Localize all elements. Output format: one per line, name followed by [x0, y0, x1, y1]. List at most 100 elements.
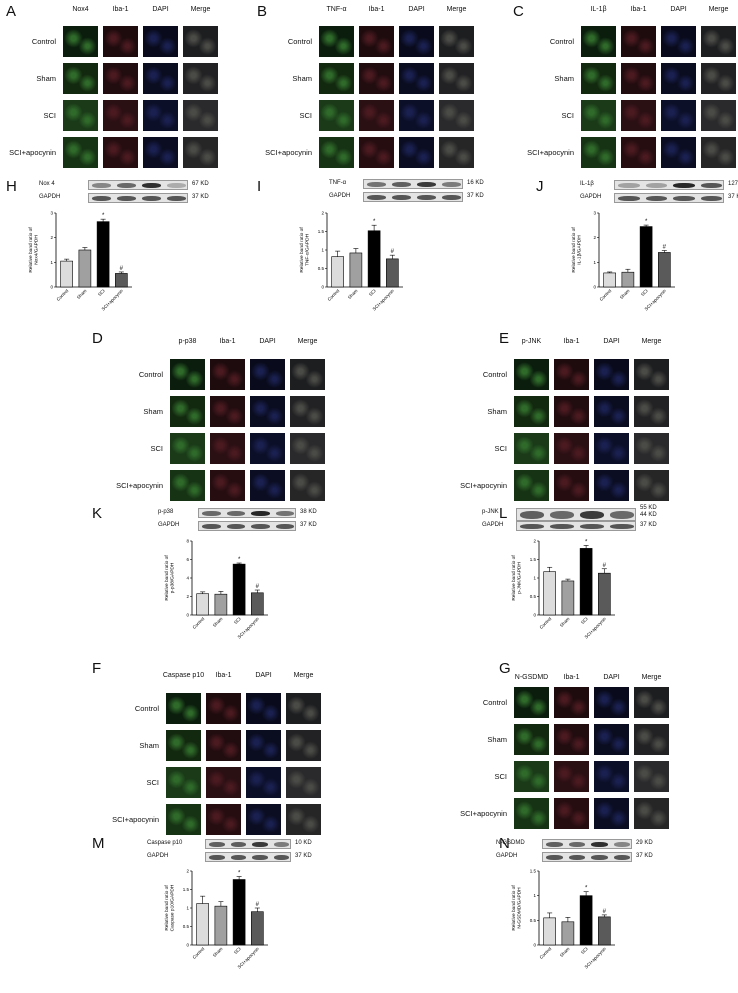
- blot-kd-H: 37 KD: [192, 194, 209, 200]
- micrograph-tile-G: [633, 760, 670, 793]
- x-tick-label: Sham: [347, 288, 359, 300]
- y-tick-label: 2: [186, 869, 189, 874]
- micrograph-tile-A: [142, 25, 179, 58]
- micrograph-tile-F: [165, 766, 202, 799]
- row-label-A: Control: [31, 37, 56, 46]
- significance-mark: *: [238, 557, 241, 563]
- blot-strip-J: [614, 180, 724, 190]
- micrograph-tile-F: [285, 766, 322, 799]
- y-tick-label: 0: [186, 943, 189, 948]
- micrograph-tile-E: [553, 358, 590, 391]
- blot-band: [546, 855, 563, 860]
- panel-letter-A: A: [6, 3, 17, 20]
- blot-kd-H: 67 KD: [192, 181, 209, 187]
- y-axis-label-line: Relative band ratio of: [511, 885, 517, 931]
- blot-strip-M: [205, 839, 291, 849]
- micrograph-tile-D: [169, 395, 206, 428]
- y-axis-label-line: Relative band ratio of: [299, 227, 305, 273]
- micrograph-tile-E: [513, 395, 550, 428]
- blot-band: [117, 196, 136, 201]
- blot-band: [367, 195, 386, 200]
- column-label-B: DAPI: [408, 6, 425, 13]
- blot-band: [209, 855, 225, 860]
- y-tick-label: 1: [533, 576, 536, 581]
- y-tick-label: 2: [50, 235, 53, 240]
- y-axis-label-line: Relative band ratio of: [511, 555, 517, 601]
- blot-band: [275, 511, 294, 516]
- x-tick-label: Sham: [212, 616, 224, 628]
- blot-band: [92, 183, 111, 188]
- micrograph-tile-C: [620, 62, 657, 95]
- x-tick-label: Control: [327, 288, 341, 302]
- column-label-C: DAPI: [670, 6, 687, 13]
- row-label-D: Sham: [143, 407, 163, 416]
- x-tick-label: Control: [539, 616, 553, 630]
- bar-SCI+apocynin: [598, 916, 611, 946]
- column-label-G: Merge: [641, 674, 662, 681]
- micrograph-tile-C: [700, 62, 737, 95]
- row-label-F: Control: [134, 704, 159, 713]
- micrograph-tile-B: [358, 99, 395, 132]
- panel-letter-C: C: [513, 3, 524, 20]
- micrograph-tile-C: [580, 25, 617, 58]
- y-tick-label: 8: [186, 539, 189, 544]
- blot-band: [645, 183, 667, 188]
- y-tick-label: 0: [186, 613, 189, 618]
- micrograph-tile-C: [620, 99, 657, 132]
- row-label-D: Control: [138, 370, 163, 379]
- column-label-G: Iba-1: [563, 674, 580, 681]
- panel-letter-F: F: [92, 660, 102, 677]
- micrograph-tile-C: [660, 136, 697, 169]
- blot-band: [142, 183, 161, 188]
- bar-chart-K: Relative band ratio ofp-p38/GAPDH 0 2 4 6 8 Co…: [164, 539, 268, 640]
- kd-marker: 55 KD: [640, 505, 657, 511]
- row-label-E: SCI+apocynin: [460, 481, 507, 490]
- bar-SCI+apocynin: [115, 273, 128, 288]
- blot-band: [417, 195, 436, 200]
- blot-label-H: Nox 4: [39, 181, 55, 187]
- blot-band: [392, 182, 411, 187]
- x-tick-label: SCI: [233, 616, 242, 625]
- x-tick-label: Sham: [619, 288, 631, 300]
- row-label-B: Sham: [292, 74, 312, 83]
- blot-label-L: GAPDH: [482, 522, 504, 528]
- micrograph-tile-B: [438, 25, 475, 58]
- micrograph-tile-G: [593, 723, 630, 756]
- blot-band: [167, 196, 186, 201]
- column-label-D: DAPI: [259, 338, 276, 345]
- micrograph-tile-D: [249, 469, 286, 502]
- y-tick-label: 0: [593, 285, 596, 290]
- micrograph-tile-G: [633, 686, 670, 719]
- y-tick-label: 1.5: [530, 557, 537, 562]
- row-label-F: SCI+apocynin: [112, 815, 159, 824]
- blot-band: [591, 842, 608, 847]
- micrograph-tile-G: [553, 797, 590, 830]
- column-label-A: Nox4: [72, 6, 89, 13]
- row-label-C: Sham: [554, 74, 574, 83]
- panel-letter-J: J: [536, 178, 544, 195]
- bar-Control: [60, 260, 73, 288]
- y-tick-label: 1: [593, 260, 596, 265]
- blot-strip-K: [198, 521, 296, 531]
- x-tick-label: Sham: [559, 616, 571, 628]
- panel-letter-H: H: [6, 178, 17, 195]
- blot-band: [273, 842, 289, 847]
- y-tick-label: 0.5: [318, 266, 325, 271]
- micrograph-tile-E: [593, 432, 630, 465]
- bar-chart-H: Relative band ratio ofNox4/GAPDH 0 1 2 3 Cont…: [28, 211, 132, 312]
- column-label-F: Merge: [293, 672, 314, 679]
- y-tick-label: 6: [186, 557, 189, 562]
- micrograph-tile-G: [513, 797, 550, 830]
- y-tick-label: 3: [593, 211, 596, 216]
- y-tick-label: 2: [321, 211, 324, 216]
- micrograph-tile-E: [633, 469, 670, 502]
- micrograph-tile-B: [398, 99, 435, 132]
- panel-letter-G: G: [499, 660, 511, 677]
- y-axis-label-line: Caspase p10/GAPDH: [170, 884, 176, 931]
- y-axis-label: Relative band ratio ofTNF-α/GAPDH: [299, 227, 311, 273]
- micrograph-tile-B: [438, 99, 475, 132]
- blot-label-M: GAPDH: [147, 853, 169, 859]
- blot-band: [167, 183, 186, 188]
- panel-letter-E: E: [499, 330, 510, 347]
- y-tick-label: 4: [186, 576, 189, 581]
